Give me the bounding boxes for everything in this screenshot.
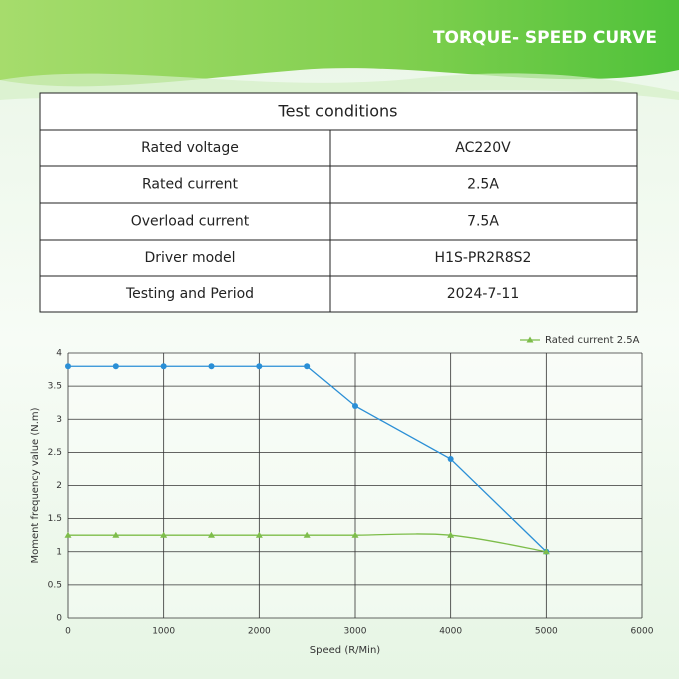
data-point <box>160 363 167 370</box>
table-cell: Testing and Period <box>125 286 254 302</box>
data-point <box>208 363 215 370</box>
page-title: TORQUE- SPEED CURVE <box>433 28 657 48</box>
data-point <box>351 531 359 538</box>
table-cell: Driver model <box>144 250 235 266</box>
data-point <box>303 531 311 538</box>
header-band <box>0 0 679 87</box>
y-tick-label: 4 <box>56 349 62 359</box>
table-cell: 2024-7-11 <box>447 286 519 302</box>
x-tick-label: 0 <box>65 627 71 637</box>
x-axis-label: Speed (R/Min) <box>310 645 380 656</box>
table-cell: Rated current <box>142 177 238 193</box>
data-point <box>447 456 454 462</box>
data-point <box>352 403 358 409</box>
table-cell: 7.5A <box>467 214 499 230</box>
data-point <box>160 531 168 538</box>
series-line <box>67 533 547 553</box>
y-tick-label: 0 <box>56 614 62 624</box>
data-point <box>65 363 71 370</box>
table-cell: AC220V <box>455 140 511 156</box>
table-cell: H1S-PR2R8S2 <box>435 250 532 266</box>
data-point <box>112 531 120 538</box>
table-cell: 2.5A <box>467 177 499 193</box>
y-tick-label: 0.5 <box>48 580 62 590</box>
y-axis-label: Moment frequency value (N.m) <box>30 407 41 563</box>
data-point <box>256 363 263 370</box>
table-cell: Overload current <box>131 214 250 230</box>
data-point <box>447 531 455 538</box>
conditions-table: Test conditions Rated voltage AC220V Rated… <box>39 92 638 313</box>
table-title: Test conditions <box>278 102 398 121</box>
y-tick-label: 1 <box>56 547 62 557</box>
data-point <box>542 548 550 555</box>
y-tick-label: 2.5 <box>48 448 62 458</box>
legend-label: Rated current 2.5A <box>545 335 640 346</box>
x-tick-label: 3000 <box>344 627 367 637</box>
chart: 0 0.5 1 1.5 2 2.5 3 3.5 4 0 1000 2000 3000 4000 5000 60… <box>30 335 654 656</box>
data-point <box>208 531 215 538</box>
data-point <box>304 363 311 370</box>
x-tick-label: 2000 <box>248 627 271 637</box>
data-point <box>64 531 72 538</box>
x-tick-label: 4000 <box>439 627 462 637</box>
y-tick-label: 3.5 <box>48 382 62 392</box>
table-cell: Rated voltage <box>141 140 239 156</box>
x-tick-label: 6000 <box>631 627 654 637</box>
x-tick-label: 5000 <box>535 627 558 637</box>
x-tick-label: 1000 <box>152 627 175 637</box>
data-point <box>112 363 119 370</box>
y-tick-label: 3 <box>56 415 62 425</box>
y-tick-label: 2 <box>56 481 62 491</box>
y-tick-label: 1.5 <box>48 514 62 524</box>
legend-marker <box>526 336 534 343</box>
data-point <box>255 531 263 538</box>
